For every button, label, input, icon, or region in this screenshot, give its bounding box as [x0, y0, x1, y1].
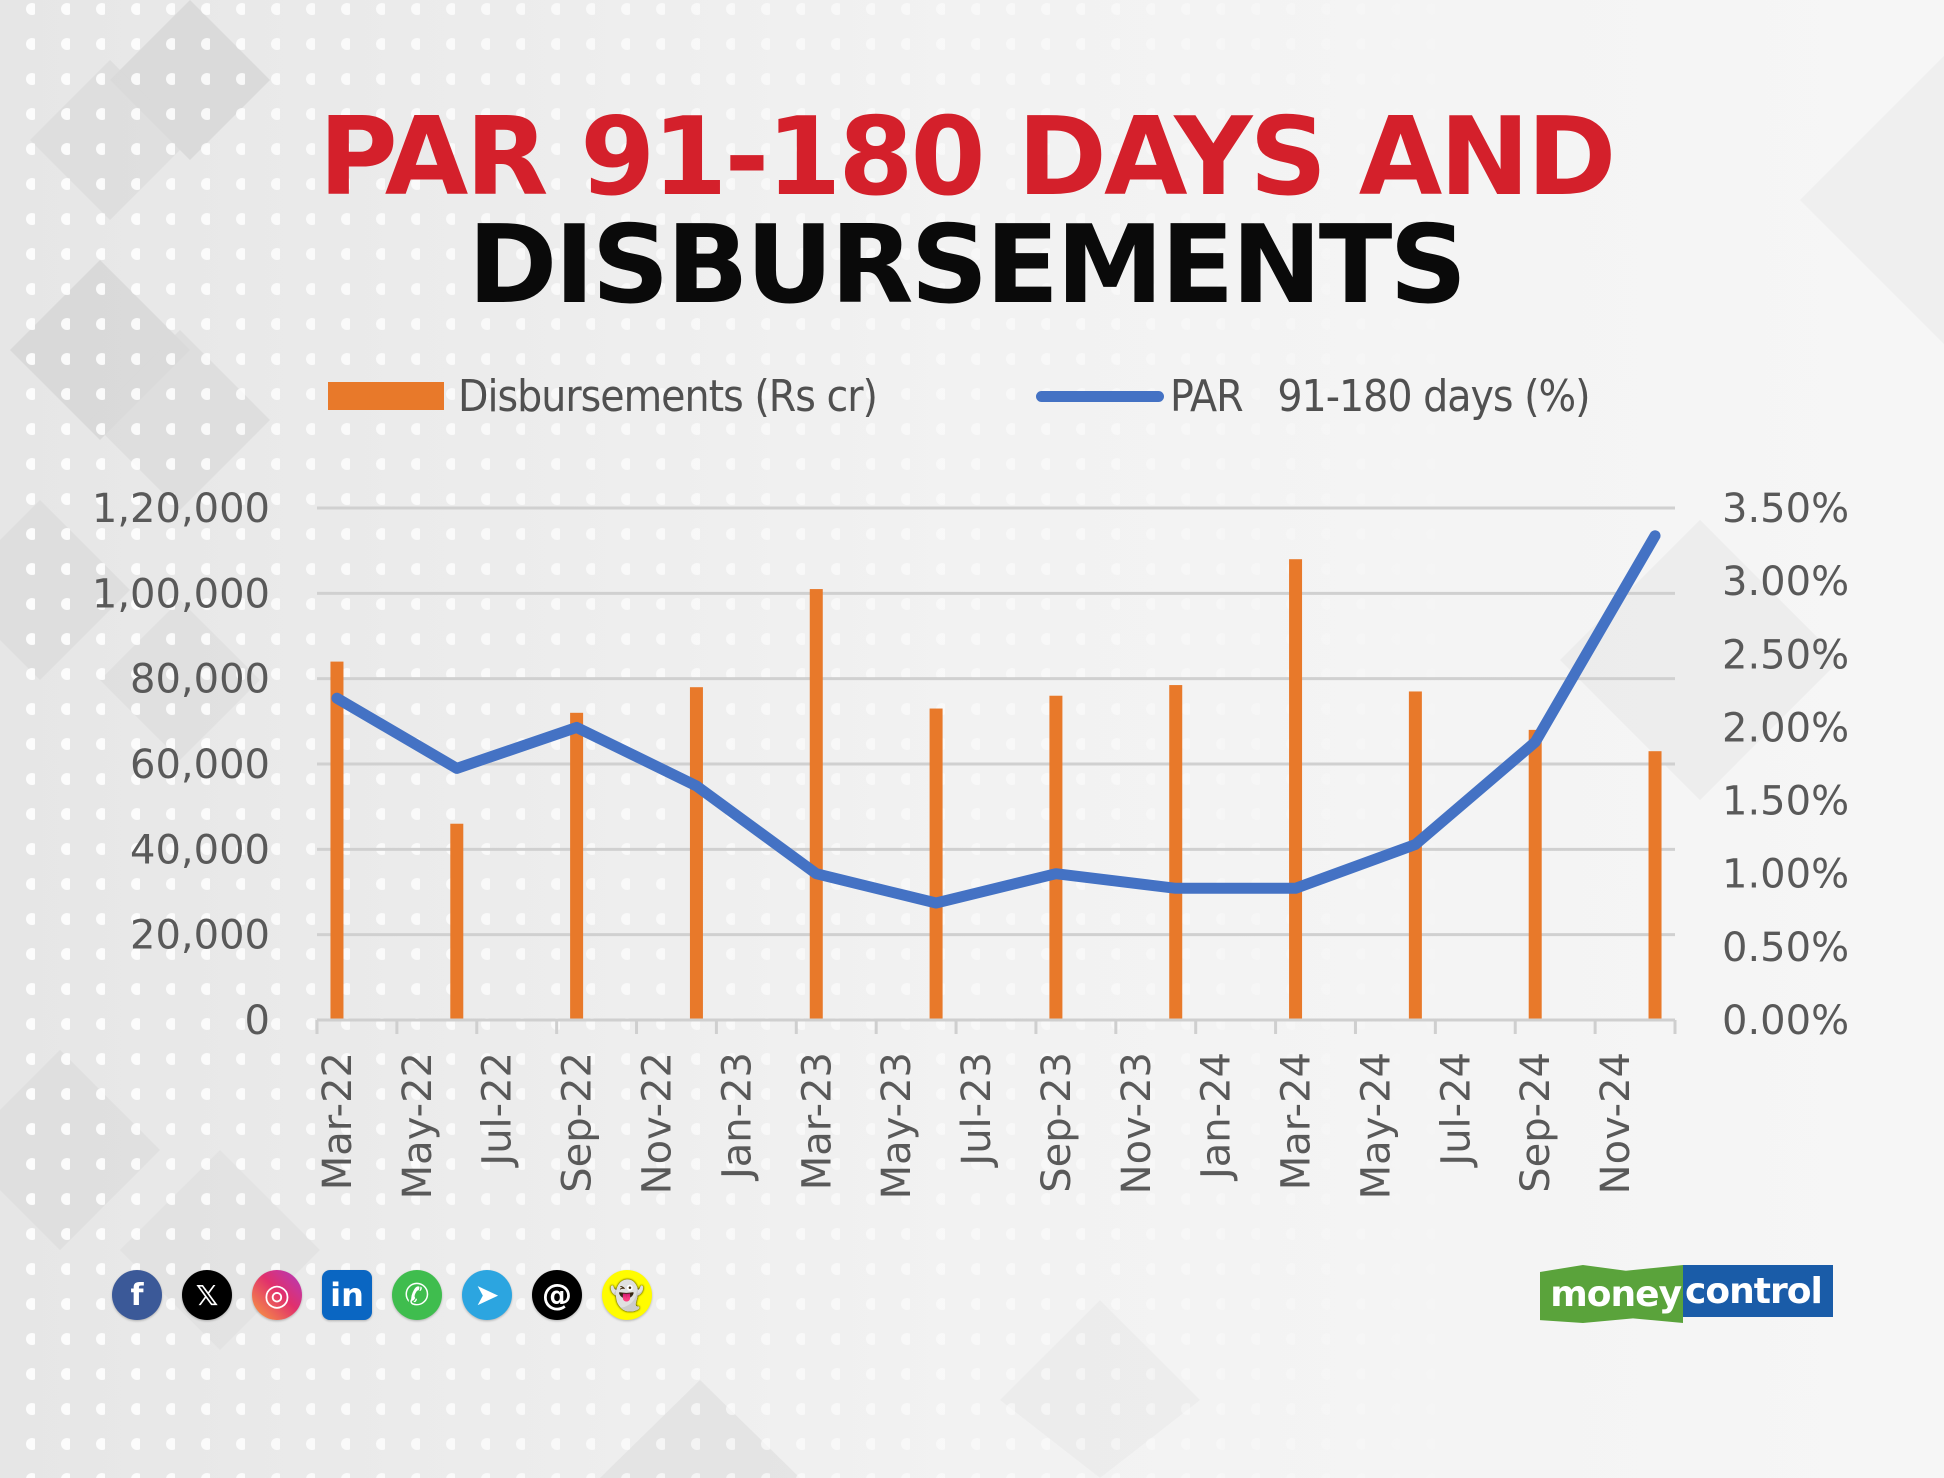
gridlines [317, 506, 1675, 937]
bar-Dec-22 [689, 687, 703, 1020]
right-axis-tick-label: 1.00% [1722, 852, 1849, 898]
icon-glyph: @ [542, 1277, 572, 1313]
x-axis-tick-label: Nov-23 [1114, 1052, 1160, 1194]
icon-glyph: ➤ [474, 1277, 500, 1313]
x-axis-tick-label: Jan-24 [1194, 1052, 1240, 1182]
x-axis-tick-label: Mar-23 [794, 1052, 840, 1190]
x-axis-tick-label: Jul-22 [475, 1052, 521, 1169]
bar-Mar-24 [1289, 559, 1303, 1020]
bar-Mar-23 [809, 589, 823, 1020]
icon-glyph: 𝕏 [195, 1278, 219, 1312]
legend-label: PAR 91-180 days (%) [1170, 370, 1591, 422]
icon-glyph: ◎ [263, 1277, 291, 1313]
x-axis-tick-label: Jul-24 [1433, 1052, 1479, 1169]
logo-money: money [1540, 1265, 1684, 1323]
bar-Dec-24 [1648, 751, 1662, 1020]
chart-title-line2: DISBURSEMENTS [467, 203, 1467, 328]
x-axis-tick-label: Mar-24 [1274, 1052, 1320, 1190]
icon-glyph: in [330, 1276, 364, 1314]
x-axis-tick-label: Sep-23 [1034, 1052, 1080, 1193]
bar-Jun-23 [929, 708, 943, 1020]
left-axis-tick-label: 0 [245, 998, 270, 1044]
bar-swatch-icon [328, 382, 444, 410]
left-axis-tick-label: 80,000 [130, 657, 270, 703]
icon-glyph: f [130, 1277, 144, 1313]
bar-Dec-23 [1169, 685, 1183, 1020]
linkedin-icon[interactable]: in [322, 1270, 372, 1320]
bar-Sep-23 [1049, 695, 1063, 1020]
logo-control: control [1683, 1265, 1833, 1317]
bar-Sep-24 [1528, 729, 1542, 1020]
right-axis-tick-label: 2.50% [1722, 632, 1849, 678]
whatsapp-icon[interactable]: ✆ [392, 1270, 442, 1320]
telegram-icon[interactable]: ➤ [462, 1270, 512, 1320]
x-axis-tick-label: May-24 [1353, 1052, 1399, 1199]
facebook-icon[interactable]: f [112, 1270, 162, 1320]
left-axis-tick-label: 1,00,000 [92, 571, 270, 617]
right-axis-tick-label: 3.00% [1722, 559, 1849, 605]
legend-label: Disbursements (Rs cr) [458, 370, 878, 422]
x-axis-tick-label: May-22 [395, 1052, 441, 1199]
x-axis-tick-label: Nov-24 [1593, 1052, 1639, 1194]
x-axis-tick-label: May-23 [874, 1052, 920, 1199]
left-axis-tick-label: 20,000 [130, 913, 270, 959]
left-axis-tick-label: 60,000 [130, 742, 270, 788]
legend-item-disbursements: Disbursements (Rs cr) [328, 368, 878, 424]
bar-Sep-22 [570, 712, 584, 1020]
social-icons-row: f 𝕏 ◎ in ✆ ➤ @ 👻 [112, 1270, 652, 1320]
moneycontrol-logo: money control [1540, 1265, 1833, 1323]
right-axis-tick-label: 0.00% [1722, 998, 1849, 1044]
right-axis-tick-label: 2.00% [1722, 705, 1849, 751]
x-axis-tick-label: Jul-23 [954, 1052, 1000, 1169]
x-axis-tick-label: Jan-23 [714, 1052, 760, 1182]
right-axis-tick-label: 1.50% [1722, 779, 1849, 825]
line-swatch-icon [1036, 390, 1164, 402]
left-axis-tick-label: 40,000 [130, 827, 270, 873]
snapchat-icon[interactable]: 👻 [602, 1270, 652, 1320]
x-axis-tick-label: Sep-22 [555, 1052, 601, 1193]
bar-Jun-22 [450, 823, 464, 1020]
threads-icon[interactable]: @ [532, 1270, 582, 1320]
x-axis-tick-label: Nov-22 [635, 1052, 681, 1194]
legend-item-par: PAR 91-180 days (%) [1036, 368, 1591, 424]
bar-Jun-24 [1408, 691, 1422, 1020]
disbursement-bars [330, 559, 1662, 1020]
x-icon[interactable]: 𝕏 [182, 1270, 232, 1320]
left-axis-tick-label: 1,20,000 [92, 486, 270, 532]
bar-Mar-22 [330, 661, 344, 1020]
x-axis-tick-label: Sep-24 [1513, 1052, 1559, 1193]
left-y-axis: 0 20,000 40,000 60,000 80,000 1,00,000 1,20,00… [92, 486, 270, 1044]
icon-glyph: ✆ [404, 1277, 430, 1313]
instagram-icon[interactable]: ◎ [252, 1270, 302, 1320]
x-axis-tick-label: Mar-22 [315, 1052, 361, 1190]
right-axis-tick-label: 0.50% [1722, 925, 1849, 971]
x-axis: Mar-22 May-22 Jul-22 Sep-22 Nov-22 Jan-23 Mar-… [315, 1018, 1677, 1199]
chart-title-line1: PAR 91-180 DAYS AND [318, 95, 1617, 220]
right-y-axis: 0.00% 0.50% 1.00% 1.50% 2.00% 2.50% 3.00% 3.50% [1722, 486, 1849, 1044]
par-line [331, 530, 1661, 909]
icon-glyph: 👻 [609, 1278, 645, 1312]
right-axis-tick-label: 3.50% [1722, 486, 1849, 532]
